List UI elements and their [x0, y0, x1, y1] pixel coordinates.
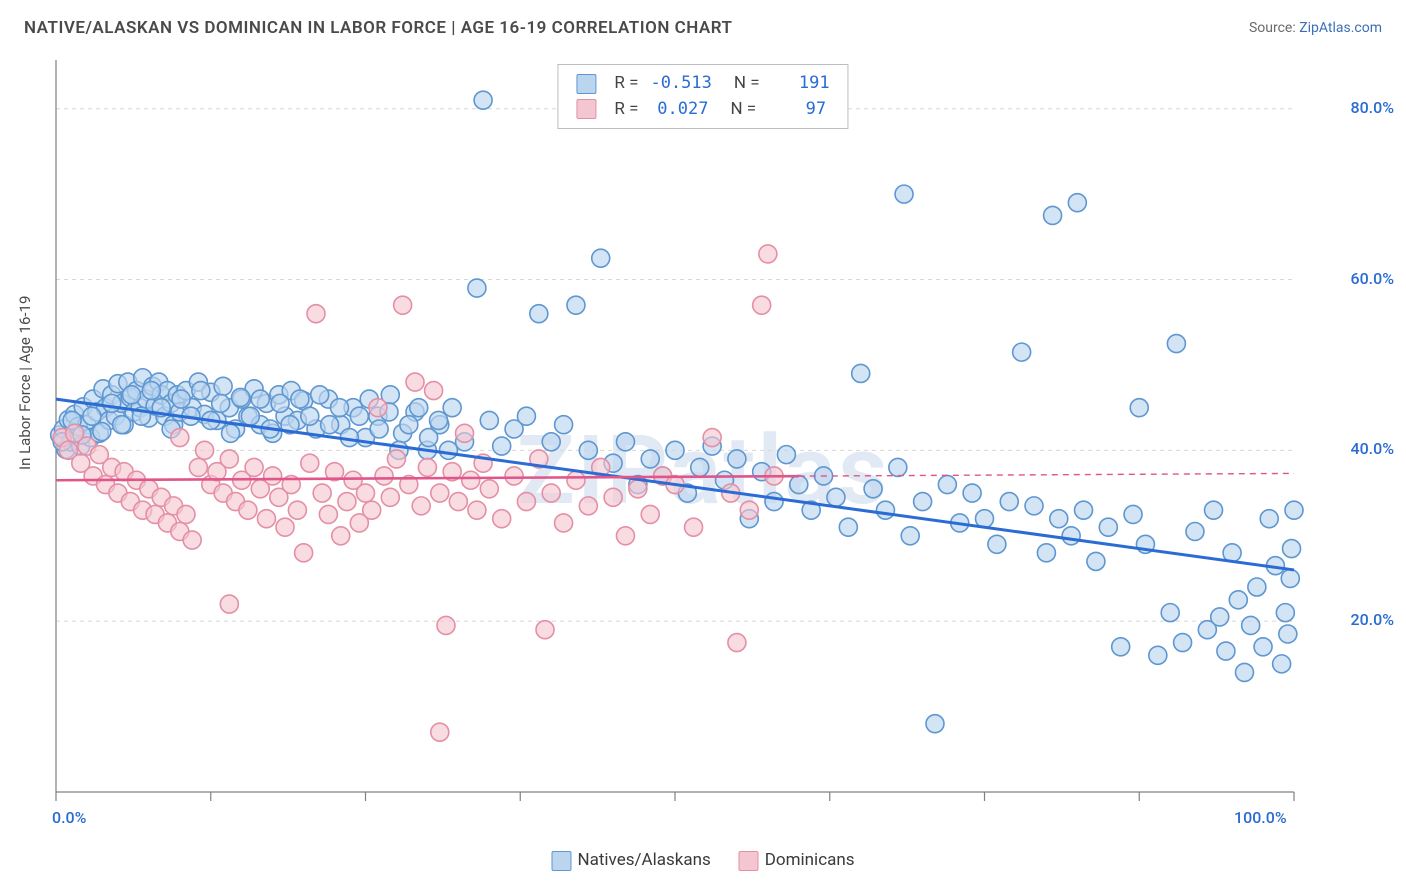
y-axis-label: In Labor Force | Age 16-19: [16, 296, 34, 470]
x-tick-label: 0.0%: [52, 808, 86, 827]
y-tick-label: 80.0%: [1350, 98, 1394, 117]
n-value: 97: [768, 97, 826, 123]
correlation-row: R = 0.027 N = 97: [576, 97, 829, 123]
source-label: Source: ZipAtlas.com: [1249, 20, 1382, 36]
legend-swatch: [551, 851, 571, 871]
y-tick-label: 20.0%: [1350, 610, 1394, 629]
r-value: 0.027: [650, 97, 708, 123]
n-label: N =: [730, 97, 756, 123]
legend-label: Dominicans: [765, 850, 855, 870]
n-value: 191: [772, 71, 830, 97]
legend-label: Natives/Alaskans: [577, 850, 710, 870]
scatter-chart: [44, 56, 1350, 816]
r-value: -0.513: [650, 71, 711, 97]
y-tick-label: 40.0%: [1350, 439, 1394, 458]
legend-item: Natives/Alaskans: [551, 850, 710, 871]
series-legend: Natives/Alaskans Dominicans: [551, 850, 854, 871]
correlation-legend: R = -0.513 N = 191 R = 0.027 N = 97: [557, 64, 848, 129]
legend-swatch: [576, 74, 596, 94]
chart-title: NATIVE/ALASKAN VS DOMINICAN IN LABOR FOR…: [24, 18, 732, 38]
legend-swatch: [576, 99, 596, 119]
y-tick-label: 60.0%: [1350, 269, 1394, 288]
legend-item: Dominicans: [739, 850, 855, 871]
x-tick-label: 100.0%: [1234, 808, 1287, 827]
source-prefix: Source:: [1249, 20, 1299, 36]
r-label: R =: [614, 71, 638, 97]
source-link[interactable]: ZipAtlas.com: [1299, 20, 1382, 36]
correlation-row: R = -0.513 N = 191: [576, 71, 829, 97]
n-label: N =: [734, 71, 760, 97]
legend-swatch: [739, 851, 759, 871]
r-label: R =: [614, 97, 638, 123]
